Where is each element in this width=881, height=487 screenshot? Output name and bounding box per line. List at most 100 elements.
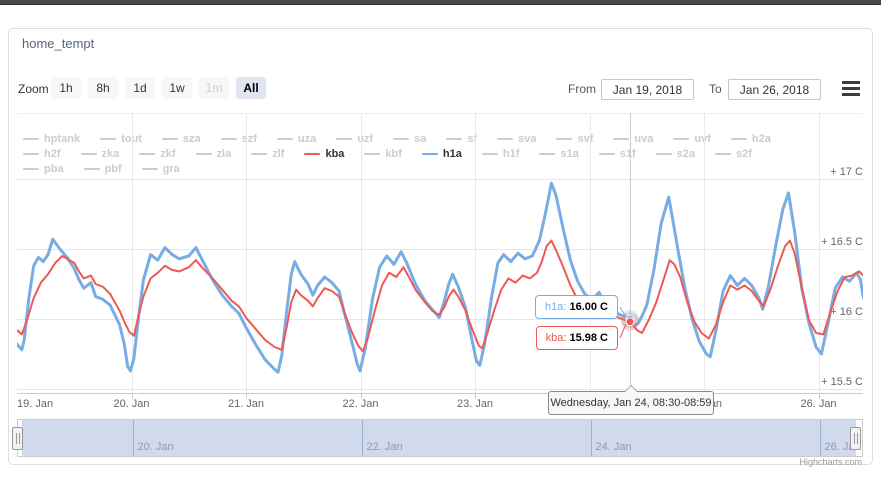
crosshair-line <box>629 113 631 392</box>
zoom-button-1d[interactable]: 1d <box>125 77 155 99</box>
legend-label: hptank <box>44 133 81 145</box>
legend-label: s2a <box>676 148 696 160</box>
legend-label: kba <box>325 148 345 160</box>
legend-item-sf[interactable]: sf <box>446 133 477 145</box>
x-axis-label: 19. Jan <box>17 398 54 410</box>
tooltip-kba-value: 15.98 C <box>569 332 608 344</box>
legend-item-pba[interactable]: pba <box>23 163 64 175</box>
legend-label: s2f <box>736 148 752 160</box>
legend-item-h1f[interactable]: h1f <box>481 148 520 160</box>
zoom-button-all[interactable]: All <box>236 77 266 99</box>
chart-title: home_tempt <box>22 36 95 51</box>
tooltip-kba-series: kba: <box>545 332 567 344</box>
x-axis-tick <box>818 394 820 399</box>
legend-item-kbf[interactable]: kbf <box>364 148 402 160</box>
legend-item-zlf[interactable]: zlf <box>251 148 284 160</box>
legend-label: s1a <box>560 148 579 160</box>
legend-item-tout[interactable]: tout <box>100 133 142 145</box>
zoom-button-1h[interactable]: 1h <box>51 77 81 99</box>
legend-label: svf <box>577 133 594 145</box>
legend-marker-zla <box>195 153 212 155</box>
legend-item-s2f[interactable]: s2f <box>715 148 752 160</box>
from-label: From <box>568 82 596 96</box>
tooltip-h1a-series: h1a: <box>544 301 567 313</box>
legend-item-kba[interactable]: kba <box>304 148 344 160</box>
zoom-button-8h[interactable]: 8h <box>88 77 118 99</box>
navigator-right-handle[interactable] <box>850 427 861 450</box>
legend-label: tout <box>121 133 142 145</box>
legend-item-zla[interactable]: zla <box>195 148 231 160</box>
legend-item-pbf[interactable]: pbf <box>83 163 122 175</box>
legend-marker-pbf <box>83 168 100 170</box>
legend-marker-gra <box>141 168 158 170</box>
legend-label: szf <box>241 133 257 145</box>
legend-label: sf <box>467 133 478 145</box>
to-date-input[interactable] <box>728 79 821 100</box>
legend-marker-s1a <box>539 153 556 155</box>
legend-marker-tout <box>100 138 117 140</box>
navigator-mask[interactable] <box>22 420 856 456</box>
legend-item-uvf[interactable]: uvf <box>673 133 711 145</box>
legend: hptanktoutszaszfuzauzfsasfsvasvfuvauvfh2… <box>23 133 858 178</box>
legend-marker-hptank <box>23 138 39 140</box>
chart-card: home_tempt Zoom 1h 8h 1d 1w 1m All From To hp… <box>8 28 873 467</box>
legend-marker-szf <box>220 138 237 140</box>
legend-item-svf[interactable]: svf <box>556 133 593 145</box>
legend-marker-uzf <box>336 138 353 140</box>
zoom-button-1w[interactable]: 1w <box>162 77 192 99</box>
legend-marker-uvf <box>673 138 690 140</box>
legend-label: h2a <box>751 133 771 145</box>
legend-item-s1a[interactable]: s1a <box>539 148 579 160</box>
legend-marker-h1f <box>481 153 498 155</box>
legend-item-szf[interactable]: szf <box>220 133 257 145</box>
y-axis-label: + 15.5 C <box>821 376 863 388</box>
legend-item-h1a[interactable]: h1a <box>421 148 462 160</box>
legend-item-zkf[interactable]: zkf <box>139 148 176 160</box>
navigator-label: 20. Jan <box>137 441 174 453</box>
legend-item-zka[interactable]: zka <box>80 148 120 160</box>
legend-label: h1f <box>502 148 520 160</box>
tooltip-date: Wednesday, Jan 24, 08:30-08:59 <box>548 385 714 415</box>
legend-item-hptank[interactable]: hptank <box>23 133 80 145</box>
navigator-label: 24. Jan <box>595 441 632 453</box>
legend-marker-kba <box>304 153 321 155</box>
navigator: 20. Jan 22. Jan 24. Jan 26. Jan <box>17 419 863 457</box>
legend-marker-zka <box>80 153 97 155</box>
navigator-gridline <box>132 420 134 456</box>
legend-item-h2a[interactable]: h2a <box>730 133 771 145</box>
legend-item-sa[interactable]: sa <box>393 133 426 145</box>
legend-label: zka <box>101 148 120 160</box>
legend-item-gra[interactable]: gra <box>141 163 180 175</box>
legend-marker-s2a <box>655 153 672 155</box>
legend-label: sa <box>414 133 427 145</box>
legend-label: uvf <box>694 133 711 145</box>
legend-marker-uza <box>276 138 293 140</box>
legend-label: uva <box>634 133 654 145</box>
legend-marker-sf <box>446 138 463 140</box>
legend-label: uza <box>297 133 317 145</box>
legend-label: zlf <box>272 148 285 160</box>
y-axis-label: + 17 C <box>830 166 863 178</box>
legend-item-sva[interactable]: sva <box>497 133 536 145</box>
highcharts-credits[interactable]: Highcharts.com <box>799 457 862 467</box>
legend-label: pba <box>44 163 64 175</box>
legend-item-s2a[interactable]: s2a <box>655 148 696 160</box>
export-menu-icon[interactable] <box>842 81 860 99</box>
legend-item-sza[interactable]: sza <box>161 133 201 145</box>
from-date-input[interactable] <box>601 79 694 100</box>
legend-marker-h2a <box>730 138 747 140</box>
legend-marker-zlf <box>251 153 268 155</box>
plot-area[interactable] <box>17 113 863 393</box>
navigator-gridline <box>819 420 821 456</box>
legend-item-h2f[interactable]: h2f <box>23 148 61 160</box>
zoom-button-1m: 1m <box>199 77 229 99</box>
legend-marker-h1a <box>421 153 438 155</box>
legend-item-uva[interactable]: uva <box>613 133 653 145</box>
legend-label: h2f <box>44 148 61 160</box>
navigator-left-handle[interactable] <box>12 427 23 450</box>
legend-item-s1f[interactable]: s1f <box>598 148 636 160</box>
legend-marker-sa <box>393 138 410 140</box>
legend-item-uza[interactable]: uza <box>276 133 317 145</box>
legend-label: gra <box>162 163 180 175</box>
legend-marker-sva <box>497 138 514 140</box>
